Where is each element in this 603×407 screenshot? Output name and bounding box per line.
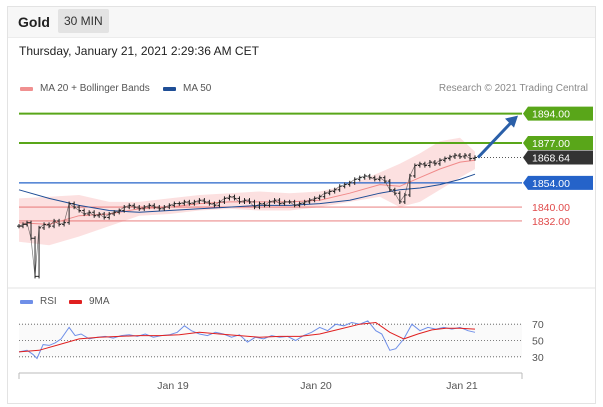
bollinger-band-area [19, 137, 475, 246]
x-tick-label: Jan 19 [157, 380, 189, 392]
rsi-swatch [20, 299, 33, 304]
instrument-title: Gold [18, 14, 50, 30]
legend-label-9ma: 9MA [89, 296, 110, 307]
rsi-tick-label: 50 [532, 336, 544, 348]
level-tag-resistance [523, 106, 593, 121]
legend-label-rsi: RSI [40, 296, 57, 307]
level-label-support: 1854.00 [532, 178, 570, 190]
ma50-line [18, 173, 476, 213]
price-line [18, 154, 476, 277]
rsi-tick-label: 70 [532, 319, 544, 331]
legend-item-ma20: MA 20 + Bollinger Bands [20, 83, 150, 94]
x-tick-label: Jan 21 [446, 380, 478, 392]
rsi-ma-swatch [69, 299, 82, 304]
datetime-label: Thursday, January 21, 2021 2:29:36 AM CE… [19, 44, 259, 58]
level-tag-current [523, 150, 593, 165]
legend-item-9ma: 9MA [69, 296, 110, 307]
rsi-ma-line [18, 321, 476, 353]
x-tick-label: Jan 20 [300, 380, 332, 392]
level-label-resistance: 1877.00 [532, 138, 570, 150]
legend-label-ma50: MA 50 [183, 83, 212, 94]
timeframe-button[interactable]: 30 MIN [58, 9, 109, 33]
rsi-line [18, 320, 476, 360]
level-label-minor: 1840.00 [532, 202, 570, 214]
legend-label-ma20: MA 20 + Bollinger Bands [40, 83, 150, 94]
level-label-current: 1868.64 [532, 152, 570, 164]
ma50-swatch [163, 86, 176, 91]
rsi-tick-label: 30 [532, 352, 544, 364]
forecast-arrow-shaft [476, 120, 514, 159]
level-tag-support [523, 175, 593, 190]
legend-item-rsi: RSI [20, 296, 57, 307]
forecast-arrow-head [505, 115, 518, 128]
level-label-minor: 1832.00 [532, 216, 570, 228]
ma20-swatch [20, 86, 33, 91]
level-label-resistance: 1894.00 [532, 109, 570, 121]
copyright-label: Research © 2021 Trading Central [438, 83, 588, 94]
level-tag-resistance [523, 136, 593, 151]
legend-item-ma50: MA 50 [163, 83, 211, 94]
